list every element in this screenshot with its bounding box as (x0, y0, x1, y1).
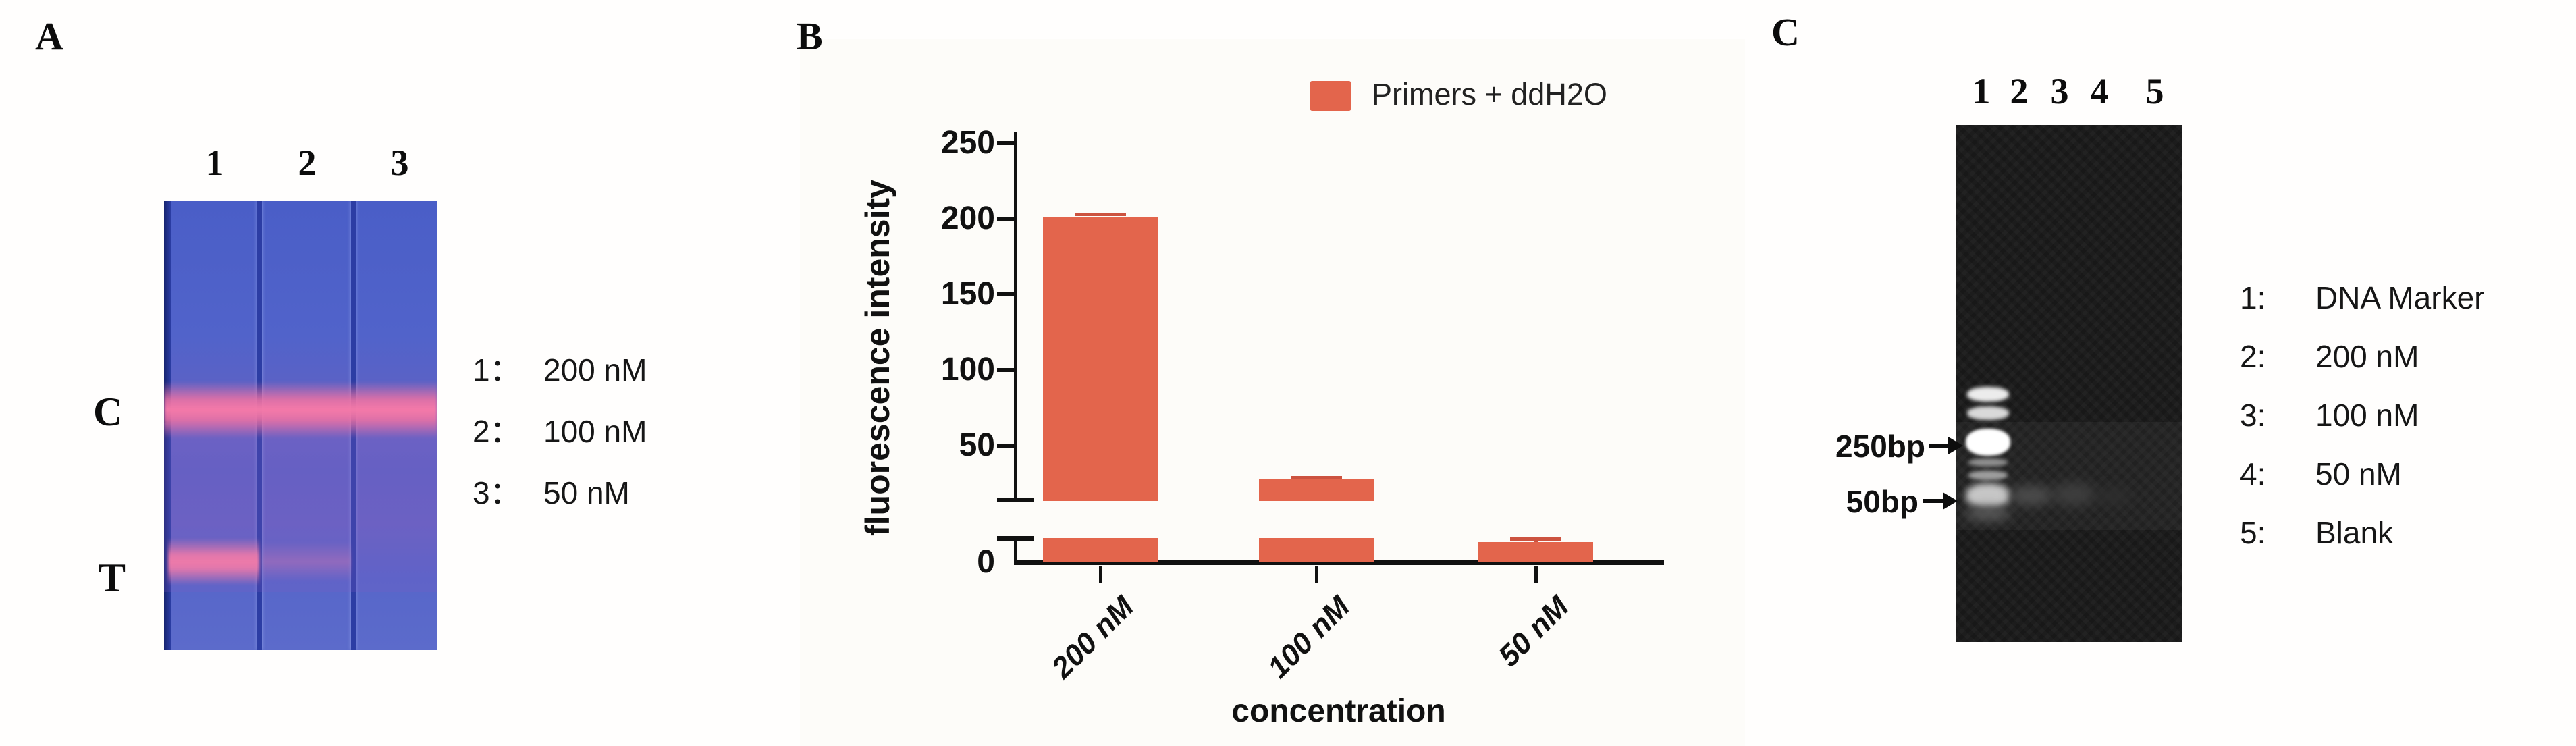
size-label-250bp: 250bp (1835, 429, 1925, 464)
error-bar-cap (1074, 213, 1127, 217)
legend-value: DNA Marker (2315, 280, 2485, 315)
legend-value: 100 nM (2315, 398, 2419, 433)
legend-row: 2: 200 nM (2240, 338, 2419, 375)
y-tick-250 (997, 141, 1014, 145)
marker-band (1967, 387, 2009, 402)
y-axis-lower-segment (1014, 536, 1017, 562)
legend-row: 5: Blank (2240, 514, 2393, 551)
error-bar-cap (1509, 537, 1562, 541)
y-tick-label: 150 (940, 276, 995, 312)
marker-smear (1966, 507, 2010, 521)
error-bar-cap (1290, 475, 1343, 479)
arrow-line-250bp (1929, 444, 1950, 448)
x-category-label: 50 nM (1492, 590, 1576, 673)
legend-swatch (1310, 81, 1351, 111)
panel-b-label: B (797, 14, 823, 58)
panel-c-lane-label-1: 1 (1972, 71, 1991, 111)
test-line-band-lane2-faint (262, 541, 351, 582)
legend-key: 1: (2240, 280, 2266, 315)
y-tick-label-zero: 0 (977, 544, 995, 580)
x-category-label: 200 nM (1045, 590, 1140, 685)
bar-upper-100 nM (1259, 479, 1374, 501)
legend-row: 2： 100 nM (473, 413, 647, 450)
legend-value: 200 nM (543, 352, 647, 388)
x-axis (1014, 560, 1664, 565)
marker-band (1968, 471, 2008, 480)
y-tick-label: 200 (940, 201, 995, 236)
legend-key: 2: (2240, 339, 2266, 374)
panel-a-lane-label-1: 1 (205, 142, 224, 183)
bar-upper-200 nM (1043, 217, 1158, 501)
x-tick-mark (1098, 566, 1102, 583)
legend-row: 4: 50 nM (2240, 456, 2402, 492)
test-line-band-lane1 (168, 538, 259, 585)
bar-lower-50 nM (1478, 542, 1593, 562)
legend-value: Blank (2315, 515, 2394, 550)
panel-c-lane-label-5: 5 (2145, 71, 2164, 111)
y-tick-label: 50 (959, 427, 995, 463)
x-category-label: 100 nM (1261, 590, 1356, 685)
panel-c-lane-label-3: 3 (2050, 71, 2069, 111)
x-axis-title: concentration (1231, 693, 1446, 729)
legend-row: 1： 200 nM (473, 352, 647, 388)
marker-band-50bp (1966, 483, 2010, 508)
panel-c-lane-label-4: 4 (2090, 71, 2109, 111)
legend-label: Primers + ddH2O (1372, 77, 1607, 111)
y-axis-break-cap-upper (997, 498, 1034, 502)
panel-c-label: C (1771, 10, 1800, 54)
bar-lower-100 nM (1259, 538, 1374, 562)
panel-a-lane-label-2: 2 (298, 142, 317, 183)
y-tick-100 (997, 368, 1014, 372)
arrow-line-50bp (1923, 499, 1944, 503)
legend-row: 3: 100 nM (2240, 397, 2419, 433)
test-line-letter: T (99, 556, 126, 600)
arrow-head-250bp (1948, 437, 1963, 454)
y-tick-200 (997, 217, 1014, 221)
legend-value: 100 nM (543, 414, 647, 449)
marker-band-250bp (1966, 429, 2010, 456)
y-tick-label: 100 (940, 352, 995, 388)
control-line-letter: C (93, 390, 123, 434)
marker-band (1968, 458, 2008, 467)
legend-key: 1： (473, 352, 521, 388)
legend-value: 200 nM (2315, 339, 2419, 374)
legend-row: 3： 50 nM (473, 475, 630, 511)
legend-key: 2： (473, 414, 521, 449)
panel-a-lane-label-3: 3 (390, 142, 409, 183)
bar-lower-200 nM (1043, 538, 1158, 562)
electrophoresis-gel-image (1956, 125, 2182, 642)
sample-smear-lane2 (2010, 485, 2052, 506)
panel-a-label: A (35, 14, 63, 58)
chart-background (800, 39, 1745, 746)
y-tick-50 (997, 444, 1014, 448)
x-tick-mark (1314, 566, 1318, 583)
sample-smear-lane3 (2052, 483, 2095, 506)
legend-key: 3: (2240, 398, 2266, 433)
panel-c-lane-label-2: 2 (2010, 71, 2029, 111)
marker-band (1967, 406, 2009, 420)
lateral-flow-strip-image (164, 201, 437, 650)
legend-key: 5: (2240, 515, 2266, 550)
sample-smear-lane4 (2094, 488, 2132, 504)
y-tick-150 (997, 292, 1014, 296)
legend-row: 1: DNA Marker (2240, 279, 2484, 316)
y-tick-label: 250 (940, 125, 995, 161)
legend-key: 3： (473, 475, 521, 510)
legend-value: 50 nM (2315, 456, 2402, 491)
legend-value: 50 nM (543, 475, 630, 510)
legend-key: 4: (2240, 456, 2266, 491)
arrow-head-50bp (1943, 492, 1958, 510)
x-tick-mark (1534, 566, 1538, 583)
size-label-50bp: 50bp (1846, 484, 1918, 519)
y-axis-break-cap-lower (997, 536, 1034, 541)
control-line-band (164, 381, 437, 438)
y-axis-upper-segment (1014, 132, 1017, 502)
